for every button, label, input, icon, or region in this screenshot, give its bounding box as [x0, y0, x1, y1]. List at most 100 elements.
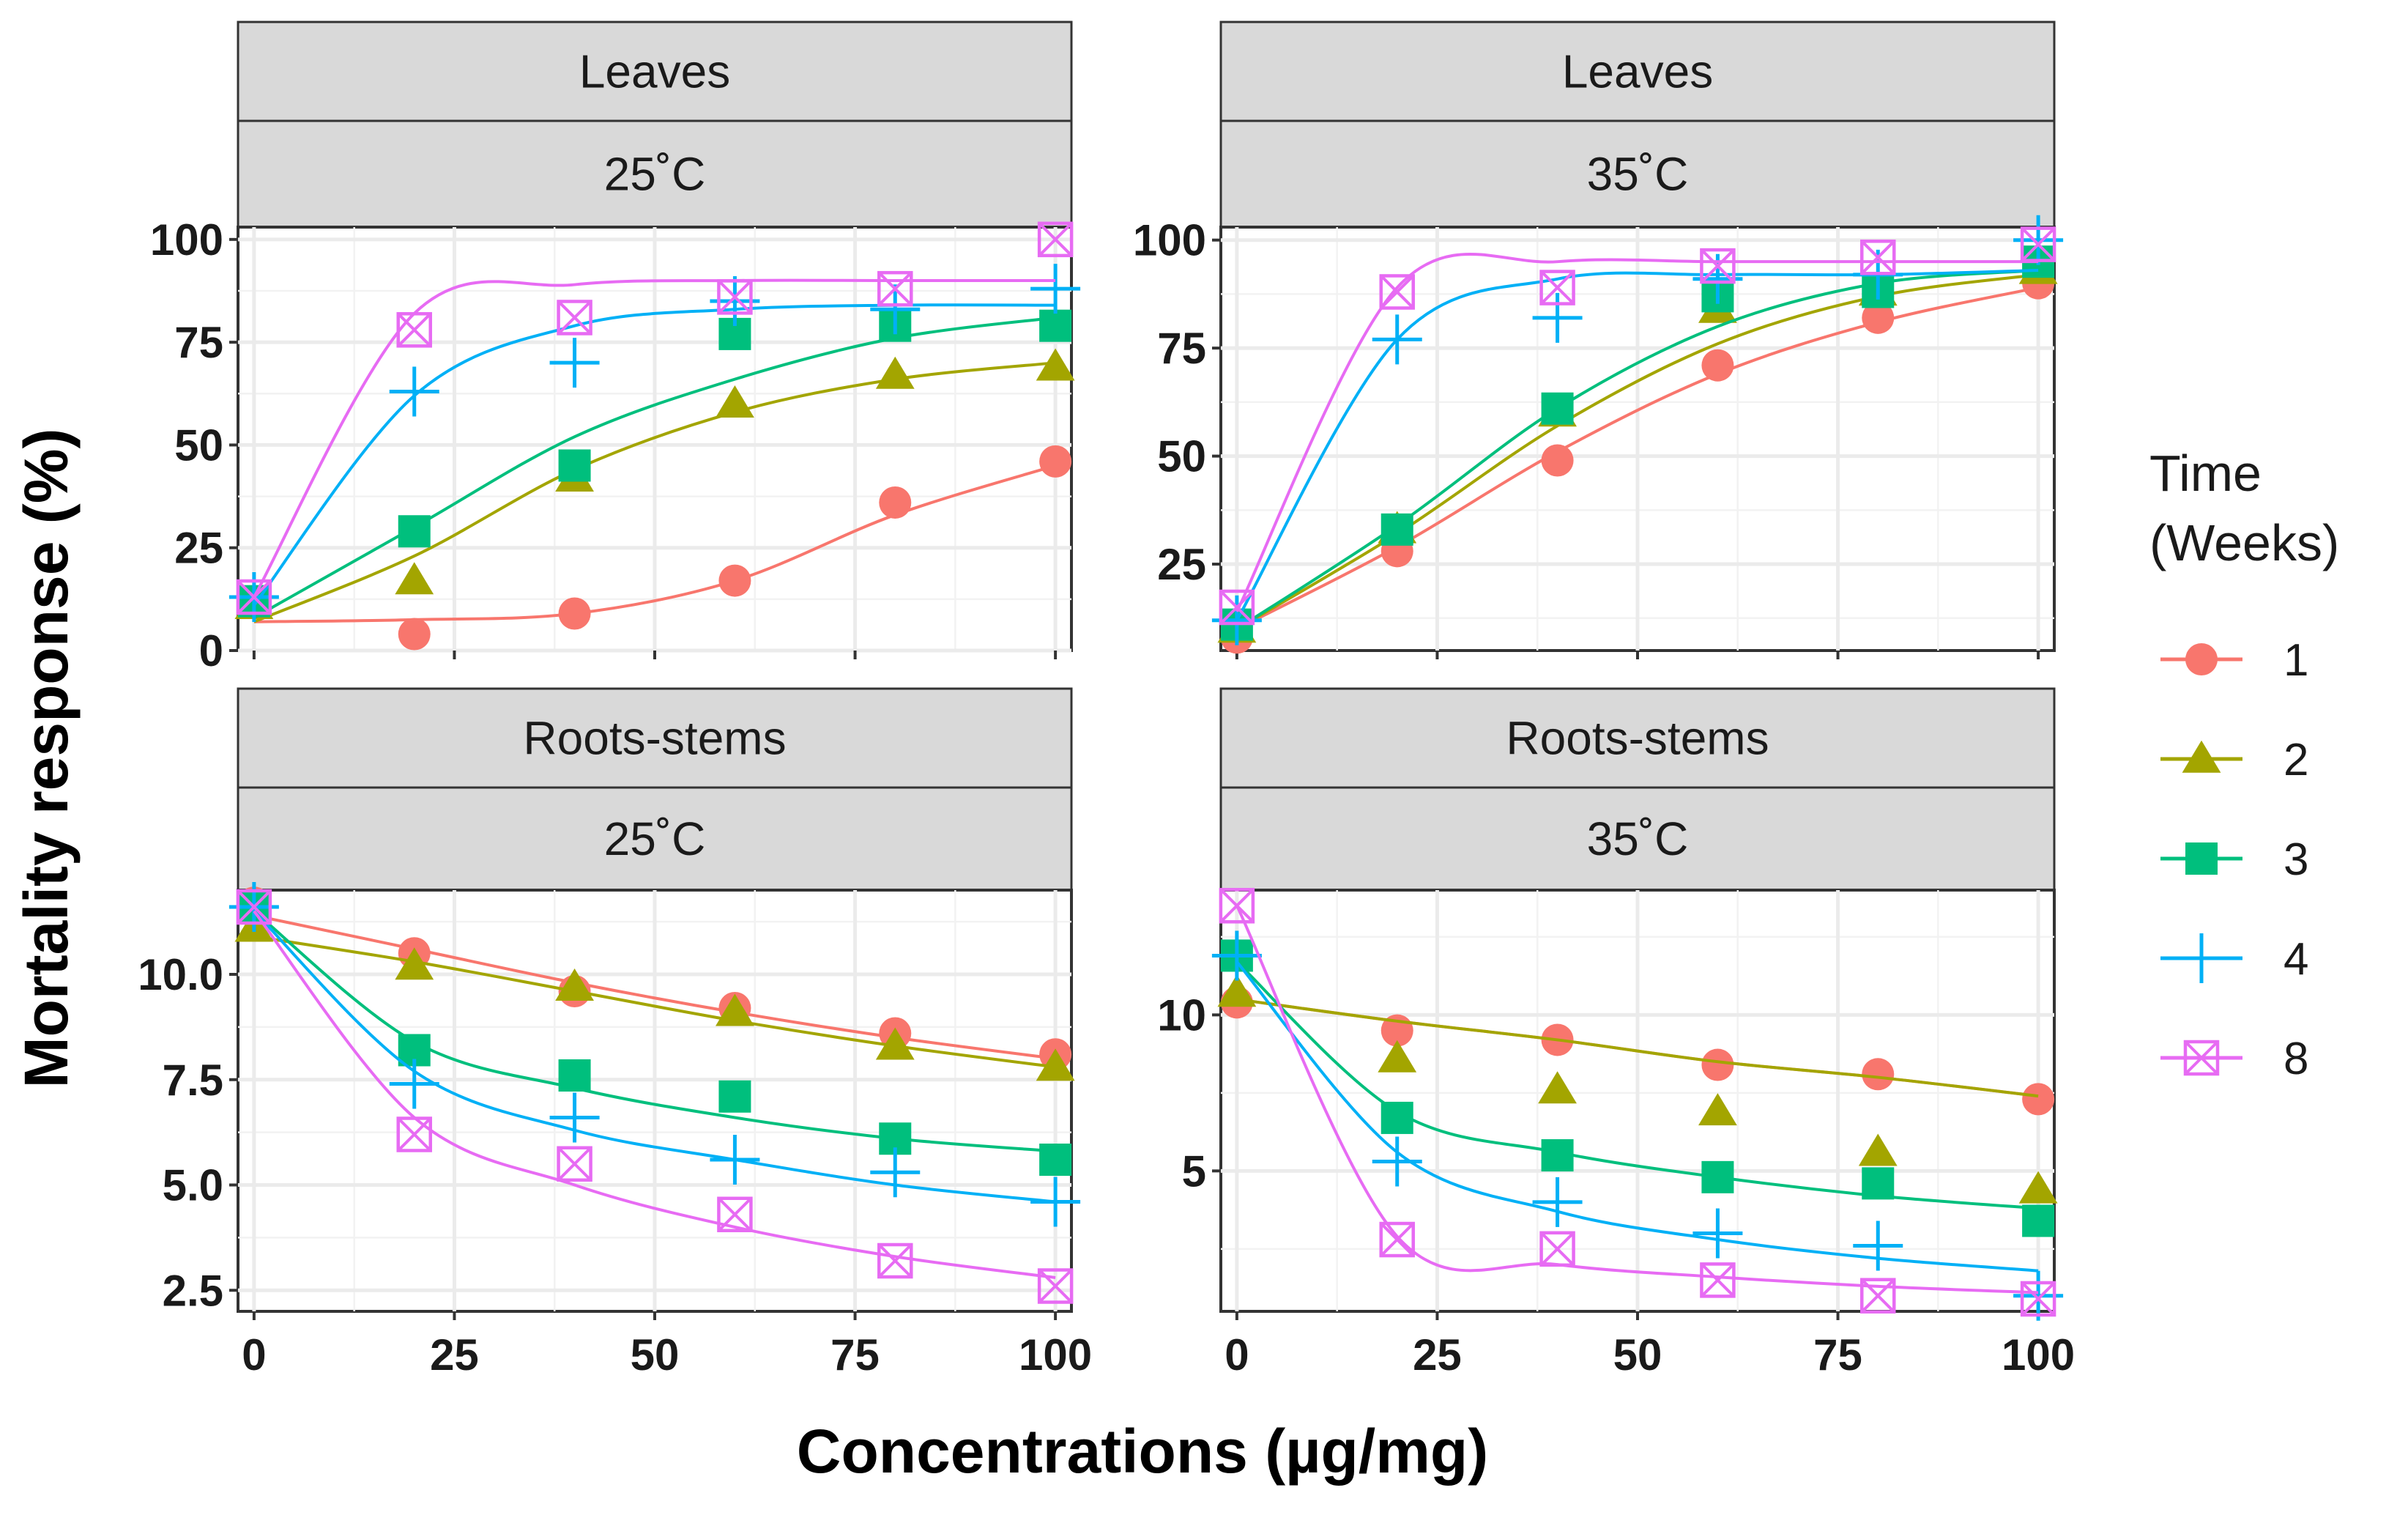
x-tick-label: 75: [830, 1330, 880, 1379]
strip-top-label: Roots-stems: [1506, 712, 1769, 765]
data-point-week-4: [1532, 292, 1583, 343]
x-axis-title: Concentrations (µg/mg): [797, 1417, 1488, 1486]
facet-panel-1: Leaves 25˚C 0 25 50 75 100: [150, 21, 1081, 675]
data-point-week-8: [1700, 1262, 1736, 1298]
data-point-week-1: [558, 597, 591, 630]
data-point-week-8: [877, 1242, 913, 1279]
legend-label: 3: [2283, 834, 2308, 885]
data-point-week-4: [1372, 314, 1422, 365]
strip-top-bg: [237, 21, 1073, 122]
data-point-week-1: [1862, 301, 1895, 334]
data-point-week-1: [1039, 445, 1072, 478]
data-point-week-1: [398, 618, 431, 651]
strip-top-bg: [237, 687, 1073, 789]
data-point-week-3: [1380, 513, 1413, 546]
data-point-week-4: [389, 1059, 439, 1109]
series-4: [1211, 930, 2064, 1321]
data-point-week-8: [717, 1196, 753, 1232]
data-point-week-8: [557, 1146, 592, 1182]
series-8: [236, 889, 1074, 1304]
strip-bottom-label: 35˚C: [1587, 812, 1689, 865]
data-point-week-8: [1539, 1231, 1575, 1267]
y-tick-label: 100: [1133, 216, 1206, 265]
legend-marker: [2185, 842, 2218, 875]
data-point-week-4: [1372, 1136, 1422, 1187]
series-8: [236, 221, 1074, 615]
data-point-week-8: [396, 312, 432, 348]
data-point-week-3: [1541, 1139, 1574, 1172]
data-point-week-4: [710, 1135, 760, 1185]
data-point-week-8: [1860, 240, 1896, 275]
legend-keys: 1 2 3 4 8: [2160, 635, 2308, 1084]
data-point-week-8: [717, 279, 753, 315]
series-1: [237, 445, 1072, 651]
fit-line-week-1: [253, 464, 1056, 623]
data-point-week-4: [389, 366, 439, 417]
legend: Time (Weeks) 1 2 3 4 8: [2149, 445, 2339, 1084]
legend-label: 2: [2283, 735, 2308, 785]
data-point-week-2: [875, 356, 915, 389]
x-tick-label: 25: [1413, 1330, 1462, 1379]
x-tick-label: 50: [1613, 1330, 1662, 1379]
y-tick-label: 75: [1157, 324, 1206, 373]
y-axis-title: Mortality response (%): [12, 429, 81, 1089]
y-tick-label: 100: [150, 215, 223, 264]
grid-lines: [1221, 227, 2054, 651]
data-point-week-3: [558, 1059, 591, 1092]
x-tick-label: 0: [1225, 1330, 1249, 1379]
data-point-week-8: [1379, 274, 1415, 310]
fit-line-week-2: [1236, 998, 2039, 1098]
data-point-week-3: [1039, 309, 1072, 342]
strip-bottom-bg: [237, 786, 1073, 892]
legend-item-8: 8: [2160, 1034, 2308, 1084]
legend-title-line2: (Weeks): [2149, 514, 2339, 571]
y-tick-label: 2.5: [163, 1266, 223, 1315]
series-2: [1217, 974, 2058, 1204]
data-point-week-2: [1858, 1133, 1898, 1166]
data-point-week-1: [2022, 1083, 2055, 1116]
data-point-week-2: [1698, 1093, 1737, 1126]
strip-top-label: Leaves: [579, 45, 730, 98]
data-point-week-3: [558, 449, 591, 482]
legend-label: 8: [2283, 1034, 2308, 1084]
y-tick-label: 50: [174, 421, 223, 470]
data-point-week-8: [1379, 1221, 1415, 1258]
data-point-week-8: [2020, 1281, 2056, 1317]
data-point-week-8: [1219, 589, 1255, 626]
data-point-week-8: [1037, 1268, 1074, 1304]
data-point-week-1: [1862, 1058, 1895, 1091]
data-point-week-1: [1541, 444, 1574, 477]
strip-bottom-label: 35˚C: [1587, 148, 1689, 201]
fit-line-week-1: [253, 914, 1056, 1060]
fit-line-week-4: [1235, 960, 2039, 1273]
data-point-week-8: [877, 270, 913, 307]
data-point-week-3: [2022, 1204, 2055, 1237]
y-tick-label: 5: [1182, 1147, 1206, 1196]
legend-item-3: 3: [2160, 834, 2308, 885]
strip-bottom-bg: [1219, 119, 2056, 229]
data-point-week-4: [1211, 930, 1262, 981]
x-tick-label: 100: [2002, 1330, 2075, 1379]
legend-item-4: 4: [2160, 933, 2308, 985]
data-point-week-8: [1860, 1278, 1896, 1314]
x-tick-label: 100: [1019, 1330, 1092, 1379]
y-tick-label: 25: [1157, 540, 1206, 589]
data-point-week-8: [1700, 248, 1736, 284]
data-point-week-2: [1217, 974, 1257, 1007]
strip-top-bg: [1219, 21, 2056, 122]
y-tick-label: 10: [1157, 990, 1206, 1040]
grid-lines: [238, 890, 1071, 1311]
data-point-week-4: [1853, 1220, 1903, 1271]
x-tick-label: 50: [631, 1330, 680, 1379]
data-point-week-3: [1380, 1101, 1413, 1134]
data-point-week-8: [1219, 888, 1255, 924]
y-tick-label: 50: [1157, 432, 1206, 481]
data-point-week-2: [395, 562, 434, 595]
y-tick-label: 75: [174, 318, 223, 367]
data-point-week-8: [236, 889, 272, 925]
data-point-week-4: [870, 1147, 921, 1198]
data-point-week-4: [1692, 1208, 1743, 1259]
data-point-week-2: [1036, 1048, 1075, 1081]
data-point-week-2: [395, 947, 434, 980]
